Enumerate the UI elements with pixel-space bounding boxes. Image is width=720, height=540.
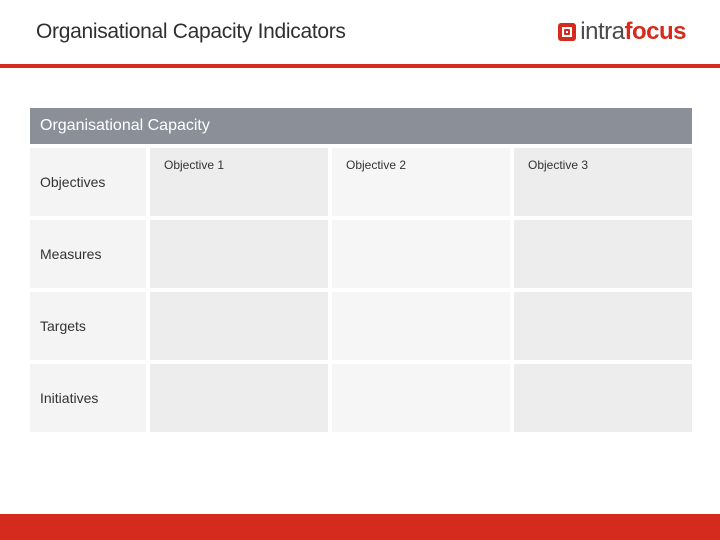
cell-initiatives-3 (514, 364, 692, 432)
capacity-table: Organisational Capacity Objectives Objec… (30, 108, 692, 432)
table-section-header-fill (222, 108, 692, 144)
cell-objective-2: Objective 2 (332, 148, 510, 216)
cell-targets-3 (514, 292, 692, 360)
page-title: Organisational Capacity Indicators (36, 20, 346, 44)
table-row: Initiatives (30, 364, 692, 432)
row-label-objectives: Objectives (30, 148, 146, 216)
cell-objective-1: Objective 1 (150, 148, 328, 216)
row-label-measures: Measures (30, 220, 146, 288)
cell-measures-3 (514, 220, 692, 288)
footer-bar (0, 514, 720, 540)
header-divider (0, 64, 720, 68)
table-row: Objectives Objective 1 Objective 2 Objec… (30, 148, 692, 216)
logo-text-part2: focus (624, 18, 686, 46)
cell-targets-1 (150, 292, 328, 360)
cell-objective-3: Objective 3 (514, 148, 692, 216)
cell-initiatives-1 (150, 364, 328, 432)
row-label-initiatives: Initiatives (30, 364, 146, 432)
logo-mark-icon (558, 23, 576, 41)
cell-measures-2 (332, 220, 510, 288)
table-row: Measures (30, 220, 692, 288)
row-label-targets: Targets (30, 292, 146, 360)
slide: Organisational Capacity Indicators intra… (0, 0, 720, 540)
slide-header: Organisational Capacity Indicators intra… (0, 0, 720, 64)
cell-measures-1 (150, 220, 328, 288)
table-row: Targets (30, 292, 692, 360)
cell-initiatives-2 (332, 364, 510, 432)
table-section-title: Organisational Capacity (30, 108, 222, 144)
cell-targets-2 (332, 292, 510, 360)
brand-logo: intrafocus (558, 18, 686, 46)
table-section-header: Organisational Capacity (30, 108, 692, 144)
logo-text-part1: intra (580, 18, 624, 46)
